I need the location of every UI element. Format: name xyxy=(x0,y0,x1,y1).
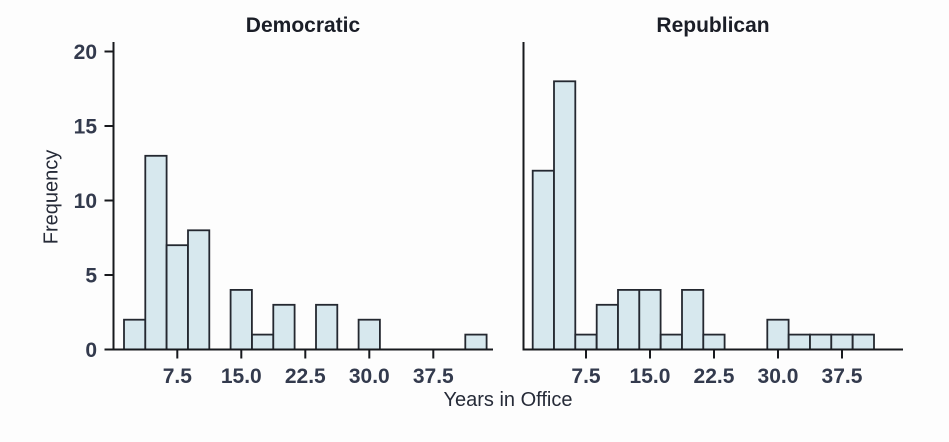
histogram-bar-democratic-midpoint-7.5 xyxy=(165,244,189,351)
histogram-bar-republican-midpoint-10 xyxy=(595,303,619,351)
histogram-bar-democratic-midpoint-17.5 xyxy=(251,333,275,351)
histogram-bar-democratic-midpoint-30 xyxy=(357,318,381,351)
x-axis-title: Years in Office xyxy=(443,389,573,411)
x-tick-label-republican-37.5: 37.5 xyxy=(822,365,863,388)
y-tick-label-5: 5 xyxy=(85,265,97,288)
x-tick-label-republican-7.5: 7.5 xyxy=(571,365,601,388)
histogram-bar-republican-midpoint-37.5 xyxy=(830,333,854,351)
histogram-bar-democratic-midpoint-10 xyxy=(187,229,211,351)
y-tick-label-15: 15 xyxy=(74,116,98,139)
histogram-bar-republican-midpoint-30 xyxy=(766,318,790,351)
histogram-bar-democratic-midpoint-15 xyxy=(229,288,253,351)
histogram-bar-republican-midpoint-5 xyxy=(553,80,577,351)
x-tick-label-republican-15.0: 15.0 xyxy=(630,365,671,388)
histogram-bar-democratic-midpoint-25 xyxy=(315,303,339,351)
histogram-bar-republican-midpoint-32.5 xyxy=(787,333,811,351)
y-axis-title: Frequency xyxy=(40,149,63,245)
histogram-bar-republican-midpoint-40 xyxy=(851,333,875,351)
y-tick-label-0: 0 xyxy=(85,339,97,362)
x-tick-label-democratic-37.5: 37.5 xyxy=(413,365,454,388)
x-tick-label-democratic-30.0: 30.0 xyxy=(349,365,390,388)
panel-title-republican: Republican xyxy=(656,14,770,37)
histogram-bar-republican-midpoint-12.5 xyxy=(617,288,641,351)
histogram-bar-democratic-midpoint-42.5 xyxy=(464,333,488,351)
histogram-bar-republican-midpoint-7.5 xyxy=(574,333,598,351)
histogram-bar-republican-midpoint-2.5 xyxy=(531,169,555,351)
histogram-bar-republican-midpoint-20 xyxy=(681,288,705,351)
histogram-bar-republican-midpoint-15 xyxy=(638,288,662,351)
histogram-bar-republican-midpoint-17.5 xyxy=(659,333,683,351)
histogram-bar-republican-midpoint-22.5 xyxy=(702,333,726,351)
panel-title-democratic: Democratic xyxy=(245,14,361,37)
histogram-bar-democratic-midpoint-2.5 xyxy=(123,318,147,351)
x-tick-label-democratic-7.5: 7.5 xyxy=(163,365,193,388)
x-tick-label-democratic-22.5: 22.5 xyxy=(285,365,326,388)
x-tick-label-republican-30.0: 30.0 xyxy=(758,365,799,388)
x-tick-label-republican-22.5: 22.5 xyxy=(694,365,735,388)
histogram-bar-democratic-midpoint-5 xyxy=(144,154,168,351)
y-tick-label-10: 10 xyxy=(74,190,97,213)
histogram-bar-republican-midpoint-35 xyxy=(809,333,833,351)
x-tick-label-democratic-15.0: 15.0 xyxy=(221,365,262,388)
histogram-bar-democratic-midpoint-20 xyxy=(272,303,296,351)
y-tick-label-20: 20 xyxy=(74,41,97,64)
